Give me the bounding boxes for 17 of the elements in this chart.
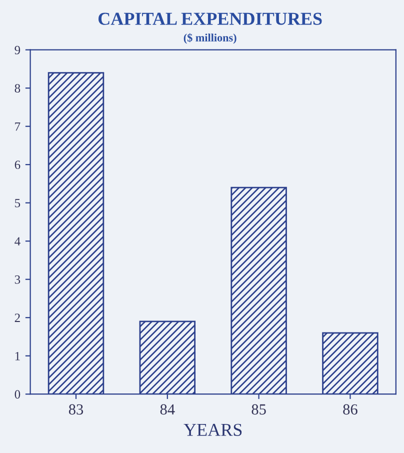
y-tick-label: 7 (15, 122, 20, 131)
y-tick-label: 0 (14, 390, 20, 399)
y-tick-label: 4 (14, 237, 20, 246)
y-tick-label: 5 (15, 198, 20, 208)
x-axis-title: YEARS (184, 424, 242, 436)
y-tick-label: 2 (14, 314, 20, 322)
x-tick-label: 85 (252, 404, 266, 415)
x-tick-label: 86 (343, 404, 358, 415)
y-tick-label: 9 (14, 46, 20, 54)
y-tick-label: 8 (14, 84, 20, 93)
chart-subtitle: ($ millions) (184, 33, 236, 44)
x-tick-label: 83 (68, 404, 84, 415)
y-tick-label: 1 (15, 352, 20, 360)
y-tick-label: 6 (14, 160, 20, 170)
x-tick-label: 84 (160, 404, 175, 415)
y-tick-label: 3 (14, 275, 20, 284)
chart-title: CAPITAL EXPENDITURES (98, 12, 322, 25)
